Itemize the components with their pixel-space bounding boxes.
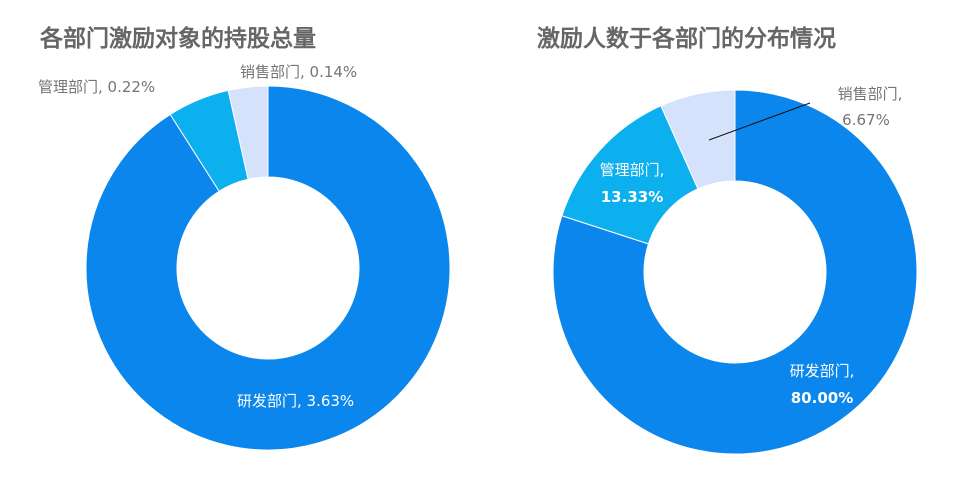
chart-right-slice-rd <box>552 89 918 455</box>
chart-left-slices <box>85 85 451 451</box>
slice-name-right-mgmt: 管理部门, <box>600 161 665 179</box>
chart-left: 各部门激励对象的持股总量 研发部门, 3.63% 管理部门, 0.22% 销售部… <box>38 25 451 451</box>
chart-left-slice-rd <box>85 85 451 451</box>
leader-line-right-sales <box>708 102 811 141</box>
chart-left-title: 各部门激励对象的持股总量 <box>39 25 316 52</box>
slice-value-right-sales: 6.67% <box>842 111 890 129</box>
slice-value-right-rd: 80.00% <box>791 389 853 407</box>
slice-label-left-rd: 研发部门, 3.63% <box>237 392 354 410</box>
chart-right-slice-sales <box>660 89 736 190</box>
slice-name-right-rd: 研发部门, <box>790 362 855 380</box>
slice-label-left-sales: 销售部门, 0.14% <box>240 63 357 81</box>
chart-right-slices <box>552 89 918 455</box>
slice-label-left-mgmt: 管理部门, 0.22% <box>38 78 155 96</box>
slice-value-right-mgmt: 13.33% <box>601 188 663 206</box>
chart-right-title: 激励人数于各部门的分布情况 <box>537 25 836 52</box>
slice-name-right-sales: 销售部门, <box>838 85 903 103</box>
chart-right: 激励人数于各部门的分布情况 研发部门, 80.00% 管理部门, 13.33% … <box>537 25 918 455</box>
chart-left-slice-sales <box>227 85 269 180</box>
